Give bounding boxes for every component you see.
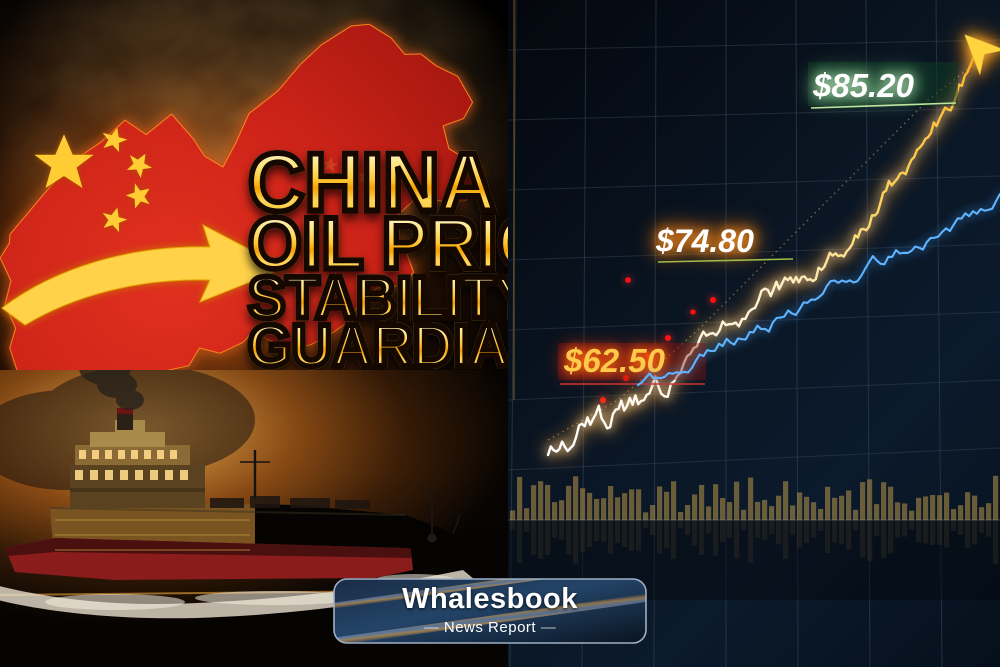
svg-text:$85.20: $85.20: [812, 67, 915, 104]
svg-text:$74.80: $74.80: [655, 223, 754, 259]
